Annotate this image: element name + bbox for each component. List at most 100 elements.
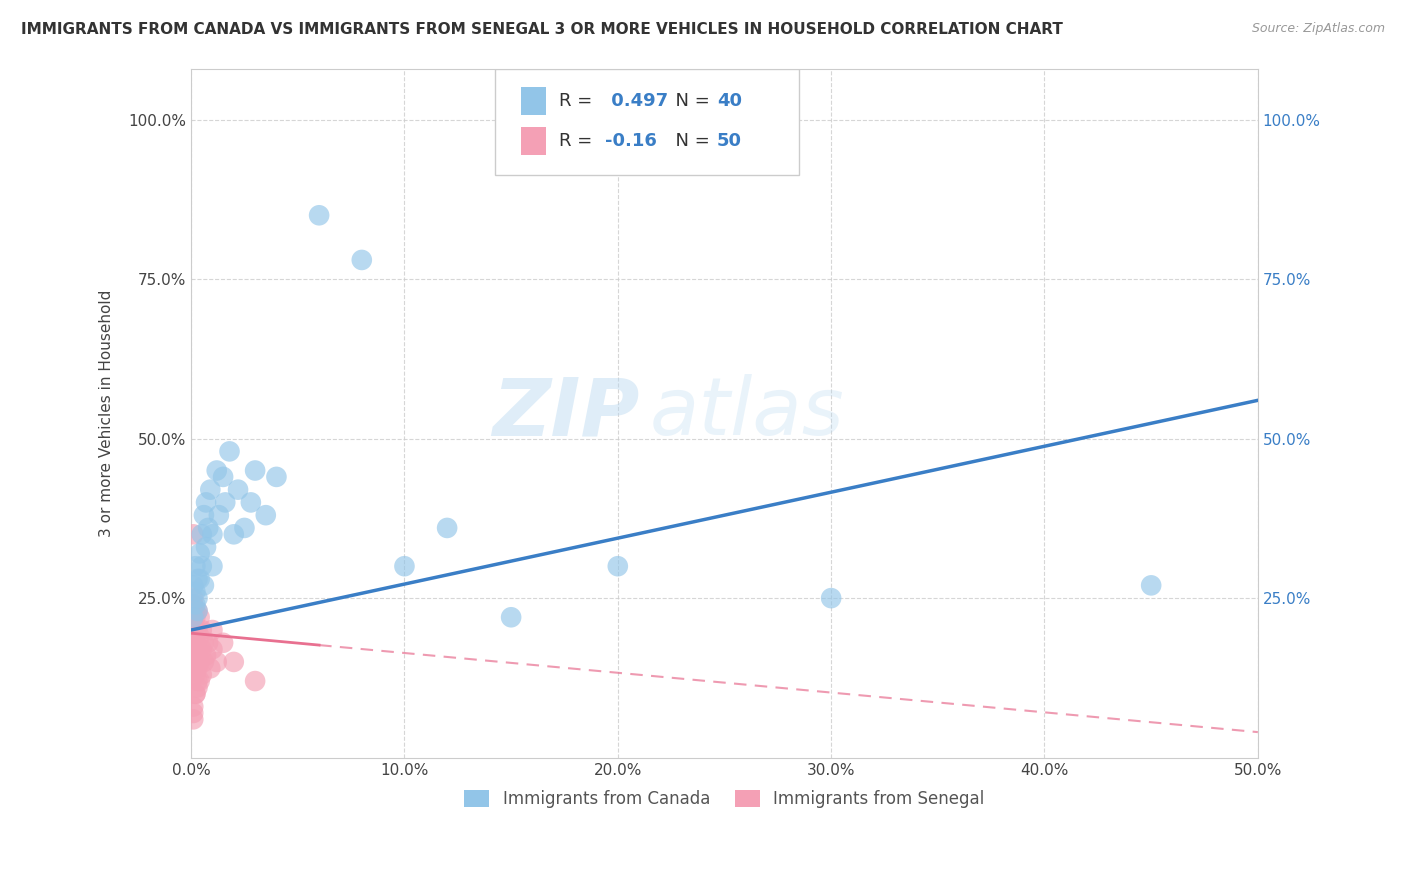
Text: N =: N =: [664, 132, 716, 150]
Point: [181, 610, 204, 624]
Point: [188, 655, 211, 669]
Point: [184, 598, 207, 612]
Point: [212, 470, 235, 484]
Point: [208, 508, 231, 523]
Point: [191, 527, 214, 541]
Point: [239, 495, 262, 509]
Point: [222, 527, 245, 541]
Point: [193, 508, 215, 523]
Point: [186, 604, 208, 618]
Text: ZIP: ZIP: [492, 374, 640, 452]
FancyBboxPatch shape: [495, 69, 799, 176]
Point: [184, 642, 207, 657]
Point: [606, 559, 628, 574]
Point: [214, 495, 236, 509]
Point: [181, 623, 204, 637]
Point: [501, 610, 523, 624]
Point: [186, 623, 208, 637]
Text: R =: R =: [560, 132, 598, 150]
Point: [181, 591, 204, 606]
Point: [226, 483, 249, 497]
FancyBboxPatch shape: [520, 127, 547, 154]
Point: [205, 655, 228, 669]
Point: [201, 623, 224, 637]
Point: [201, 527, 224, 541]
Point: [195, 648, 218, 663]
Point: [197, 636, 219, 650]
Point: [181, 598, 204, 612]
Point: [181, 578, 204, 592]
Point: [254, 508, 277, 523]
Point: [184, 636, 207, 650]
Point: [188, 610, 211, 624]
Point: [181, 610, 204, 624]
Point: [184, 559, 207, 574]
Point: [186, 648, 208, 663]
Point: [191, 559, 214, 574]
Point: [184, 667, 207, 681]
Point: [186, 642, 208, 657]
FancyBboxPatch shape: [520, 87, 547, 115]
Point: [266, 470, 288, 484]
Point: [222, 655, 245, 669]
Point: [181, 712, 204, 726]
Point: [188, 572, 211, 586]
Point: [200, 661, 222, 675]
Point: [184, 661, 207, 675]
Point: [195, 495, 218, 509]
Text: N =: N =: [664, 92, 716, 110]
Point: [820, 591, 842, 606]
Point: [1140, 578, 1163, 592]
Point: [184, 687, 207, 701]
Point: [205, 463, 228, 477]
Text: -0.16: -0.16: [605, 132, 657, 150]
Point: [200, 483, 222, 497]
Text: atlas: atlas: [650, 374, 845, 452]
Point: [193, 636, 215, 650]
Point: [181, 636, 204, 650]
Text: 0.497: 0.497: [605, 92, 668, 110]
Point: [233, 521, 256, 535]
Point: [201, 642, 224, 657]
Point: [218, 444, 240, 458]
Point: [181, 629, 204, 643]
Point: [184, 655, 207, 669]
Point: [308, 208, 330, 222]
Point: [181, 527, 204, 541]
Text: 40: 40: [717, 92, 742, 110]
Point: [186, 681, 208, 695]
Point: [191, 642, 214, 657]
Point: [186, 572, 208, 586]
Point: [243, 674, 266, 689]
Point: [186, 661, 208, 675]
Point: [181, 699, 204, 714]
Point: [184, 623, 207, 637]
Point: [181, 706, 204, 720]
Point: [186, 591, 208, 606]
Point: [184, 687, 207, 701]
Point: [193, 578, 215, 592]
Point: [191, 667, 214, 681]
Point: [243, 463, 266, 477]
Point: [191, 623, 214, 637]
Point: [350, 252, 373, 267]
Point: [212, 636, 235, 650]
Text: IMMIGRANTS FROM CANADA VS IMMIGRANTS FROM SENEGAL 3 OR MORE VEHICLES IN HOUSEHOL: IMMIGRANTS FROM CANADA VS IMMIGRANTS FRO…: [21, 22, 1063, 37]
Point: [394, 559, 416, 574]
Point: [193, 655, 215, 669]
Point: [181, 636, 204, 650]
Point: [201, 559, 224, 574]
Point: [181, 610, 204, 624]
Point: [186, 604, 208, 618]
Point: [188, 674, 211, 689]
Point: [181, 648, 204, 663]
Text: R =: R =: [560, 92, 598, 110]
Point: [188, 629, 211, 643]
Text: Source: ZipAtlas.com: Source: ZipAtlas.com: [1251, 22, 1385, 36]
Point: [181, 655, 204, 669]
Point: [436, 521, 458, 535]
Point: [184, 584, 207, 599]
Point: [197, 521, 219, 535]
Text: 50: 50: [717, 132, 742, 150]
Point: [184, 610, 207, 624]
